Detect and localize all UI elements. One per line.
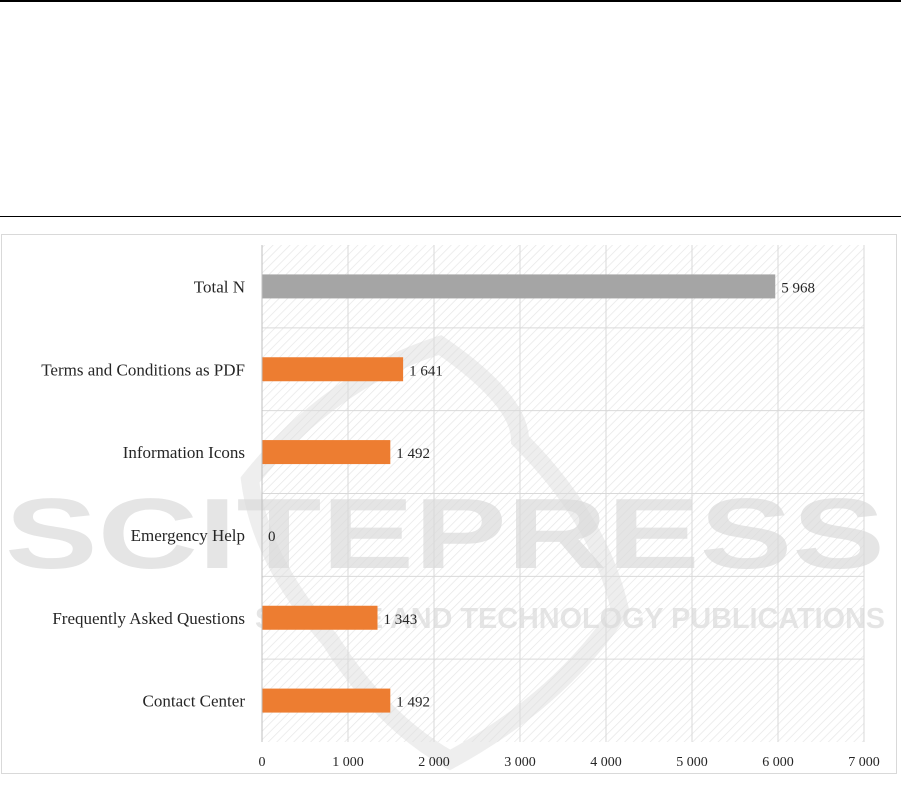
- x-tick-label: 0: [259, 755, 266, 770]
- bar: [262, 274, 776, 299]
- x-tick-label: 7 000: [848, 755, 880, 770]
- category-label: Information Icons: [123, 443, 245, 462]
- data-label: 1 343: [383, 612, 417, 628]
- data-label: 1 641: [409, 363, 443, 379]
- data-label: 1 492: [396, 446, 430, 462]
- category-labels: Total N Terms and Conditions as PDF Inform…: [41, 277, 245, 710]
- category-label: Total N: [194, 277, 245, 296]
- x-tick-label: 2 000: [418, 755, 450, 770]
- x-tick-label: 1 000: [332, 755, 364, 770]
- bars: [262, 274, 776, 713]
- x-tick-label: 6 000: [762, 755, 794, 770]
- watermark-swoosh: [240, 335, 630, 771]
- x-tick-label: 5 000: [676, 755, 708, 770]
- data-label: 5 968: [781, 280, 815, 296]
- bar: [262, 688, 391, 713]
- bar: [262, 357, 404, 382]
- category-label: Terms and Conditions as PDF: [41, 360, 245, 379]
- section-rule: [0, 216, 901, 217]
- category-label: Emergency Help: [131, 526, 245, 545]
- watermark: SCITEPRESS SCIENCE AND TECHNOLOGY PUBLIC…: [5, 335, 885, 771]
- data-label: 1 492: [396, 695, 430, 711]
- bar: [262, 605, 378, 630]
- data-label: 0: [268, 529, 276, 545]
- gridlines: [261, 245, 865, 742]
- category-label: Contact Center: [143, 692, 246, 711]
- watermark-main: SCITEPRESS: [5, 478, 885, 590]
- x-tick-label: 4 000: [590, 755, 622, 770]
- top-rule: [0, 0, 901, 2]
- category-label: Frequently Asked Questions: [52, 609, 245, 628]
- bar: [262, 440, 391, 465]
- x-tick-labels: 0 1 000 2 000 3 000 4 000 5 000 6 000 7 000: [259, 755, 880, 770]
- data-labels: 5 968 1 641 1 492 0 1 343 1 492: [268, 280, 815, 710]
- x-tick-label: 3 000: [504, 755, 536, 770]
